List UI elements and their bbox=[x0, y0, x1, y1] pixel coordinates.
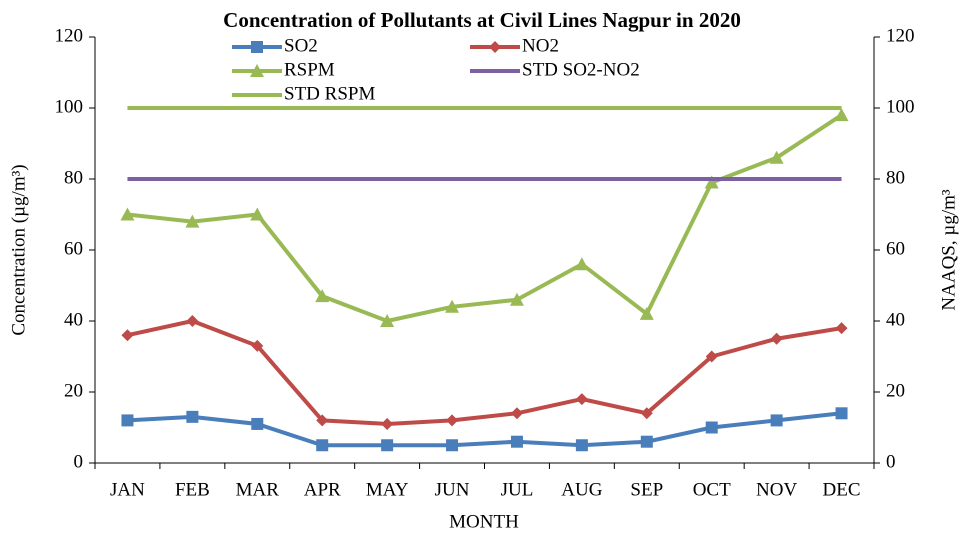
marker bbox=[446, 439, 459, 452]
x-tick-label: APR bbox=[304, 479, 341, 500]
x-tick-label: NOV bbox=[756, 479, 797, 500]
marker bbox=[120, 207, 135, 221]
series-line bbox=[127, 113, 843, 324]
series-line bbox=[127, 411, 842, 448]
y-tick-label: 60 bbox=[64, 238, 83, 259]
marker bbox=[510, 435, 523, 448]
x-tick-label: MAR bbox=[236, 479, 280, 500]
marker bbox=[186, 410, 199, 423]
y-tick-label: 40 bbox=[64, 309, 83, 330]
marker bbox=[316, 414, 329, 427]
marker bbox=[834, 108, 849, 122]
marker bbox=[640, 435, 653, 448]
x-tick-label: JAN bbox=[110, 479, 145, 500]
x-tick-label: MAY bbox=[366, 479, 409, 500]
legend-label: NO2 bbox=[522, 35, 559, 56]
y-tick-label: 80 bbox=[64, 167, 83, 188]
legend-label: STD RSPM bbox=[284, 83, 375, 104]
marker bbox=[770, 332, 783, 345]
x-tick-label: FEB bbox=[175, 479, 210, 500]
marker bbox=[489, 41, 501, 53]
legend-label: RSPM bbox=[284, 59, 335, 80]
x-tick-label: JUL bbox=[501, 479, 534, 500]
marker bbox=[769, 150, 784, 164]
marker bbox=[704, 175, 719, 189]
y2-tick-label: 20 bbox=[886, 380, 905, 401]
x-tick-label: DEC bbox=[823, 479, 861, 500]
chart-title: Concentration of Pollutants at Civil Lin… bbox=[223, 8, 741, 32]
marker bbox=[639, 306, 654, 320]
x-tick-label: JUN bbox=[435, 479, 470, 500]
marker bbox=[381, 417, 394, 430]
legend-label: STD SO2-NO2 bbox=[522, 59, 640, 80]
marker bbox=[121, 329, 134, 342]
marker bbox=[315, 289, 330, 303]
marker bbox=[835, 322, 848, 335]
y2-tick-label: 40 bbox=[886, 309, 905, 330]
marker bbox=[510, 407, 523, 420]
y-tick-label: 20 bbox=[64, 380, 83, 401]
y-tick-label: 120 bbox=[55, 25, 84, 46]
marker bbox=[380, 314, 395, 327]
y2-tick-label: 100 bbox=[886, 96, 915, 117]
legend-label: SO2 bbox=[284, 35, 318, 56]
marker bbox=[575, 439, 588, 452]
marker bbox=[185, 214, 200, 228]
x-axis-label: MONTH bbox=[449, 511, 519, 532]
y2-tick-label: 80 bbox=[886, 167, 905, 188]
y-tick-label: 100 bbox=[55, 96, 84, 117]
marker bbox=[575, 393, 588, 406]
y2-axis-label: NAAQS, µg/m³ bbox=[938, 189, 959, 310]
marker bbox=[705, 421, 718, 434]
marker bbox=[250, 64, 264, 77]
marker bbox=[640, 407, 653, 420]
marker bbox=[250, 207, 265, 221]
marker bbox=[381, 439, 394, 452]
marker bbox=[121, 414, 134, 427]
marker bbox=[574, 257, 589, 271]
marker bbox=[446, 414, 459, 427]
marker bbox=[251, 41, 263, 53]
marker bbox=[186, 315, 199, 327]
y2-tick-label: 60 bbox=[886, 238, 905, 259]
y2-tick-label: 120 bbox=[886, 25, 915, 46]
marker bbox=[445, 299, 460, 313]
marker bbox=[316, 439, 329, 452]
x-tick-label: AUG bbox=[561, 479, 602, 500]
series-line bbox=[127, 318, 842, 426]
y-axis-label: Concentration (µg/m³) bbox=[8, 164, 29, 335]
y-tick-label: 0 bbox=[74, 451, 84, 472]
y2-tick-label: 0 bbox=[886, 451, 896, 472]
x-tick-label: SEP bbox=[630, 479, 663, 500]
x-tick-label: OCT bbox=[693, 479, 731, 500]
marker bbox=[251, 417, 264, 430]
marker bbox=[705, 350, 718, 363]
marker bbox=[835, 407, 848, 420]
marker bbox=[770, 414, 783, 427]
marker bbox=[251, 339, 264, 352]
marker bbox=[509, 292, 524, 306]
